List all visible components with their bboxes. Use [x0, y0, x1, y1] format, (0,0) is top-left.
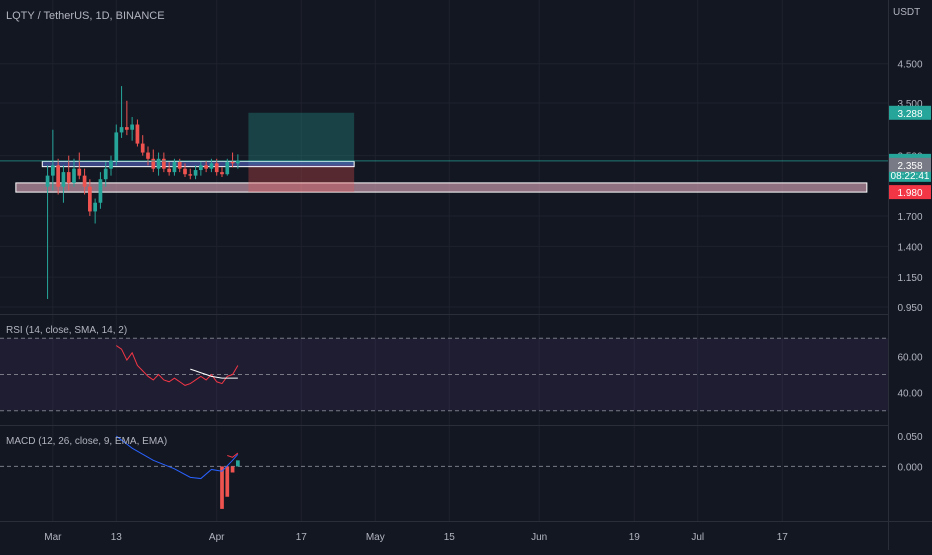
time-tick-label: 17	[296, 532, 308, 543]
time-tick-label: 15	[444, 532, 456, 543]
rsi-pane[interactable]: RSI (14, close, SMA, 14, 2)	[0, 325, 888, 412]
candle-body[interactable]	[135, 124, 140, 144]
macd-tick-label: 0.000	[897, 462, 922, 473]
candle-body[interactable]	[199, 165, 203, 171]
price-pane[interactable]: LQTY / TetherUS, 1D, BINANCE	[0, 0, 888, 521]
time-tick-label: Jul	[691, 532, 704, 543]
macd-lines	[115, 435, 239, 480]
macd-tick-label: 0.050	[897, 432, 922, 443]
price-tick-label: 1.400	[897, 242, 922, 253]
price-label-box	[889, 157, 931, 172]
macd-hist-bar	[220, 466, 224, 509]
price-tick-label: 1.700	[897, 212, 922, 223]
rsi-ma-line	[190, 368, 238, 379]
price-scale[interactable]: USDT 4.5003.5002.5001.7001.4001.1500.950…	[888, 0, 932, 550]
rsi-lines	[116, 345, 239, 386]
time-tick-label: Apr	[209, 532, 225, 543]
price-label: 3.288	[897, 109, 922, 120]
price-label: 1.980	[897, 188, 922, 199]
candle-body[interactable]	[230, 162, 235, 164]
candle-body[interactable]	[204, 165, 208, 169]
candle-body[interactable]	[66, 172, 71, 183]
candle-body[interactable]	[156, 158, 161, 169]
candle-body[interactable]	[140, 143, 145, 153]
macd-hist-bar	[225, 466, 230, 497]
rsi-title: RSI (14, close, SMA, 14, 2)	[6, 325, 127, 336]
time-ticks: Mar 13 Apr 17 May 15 Jun 19 Jul 17	[44, 532, 788, 543]
price-tick-label: 1.150	[897, 273, 922, 284]
resistance-box	[41, 160, 355, 168]
candle-body[interactable]	[82, 175, 87, 187]
time-tick-label: Mar	[44, 532, 62, 543]
candle-body[interactable]	[209, 163, 214, 169]
price-label-box	[889, 105, 931, 120]
time-tick-label: May	[366, 532, 385, 543]
rsi-tick-label: 40.00	[897, 389, 922, 400]
candle-body[interactable]	[45, 175, 50, 187]
position-stop-area	[248, 164, 355, 193]
time-tick-label: 17	[777, 532, 789, 543]
candle-body[interactable]	[167, 168, 171, 173]
price-label: 08:22:41	[891, 171, 930, 182]
candle-body[interactable]	[188, 174, 193, 176]
price-label-box	[889, 185, 931, 200]
candle-body[interactable]	[72, 168, 76, 183]
rsi-band	[0, 337, 888, 412]
price-tick-label: 0.950	[897, 303, 922, 314]
candle-body[interactable]	[183, 168, 187, 175]
macd-histogram	[220, 460, 240, 509]
candle-body[interactable]	[130, 124, 134, 130]
candle-body[interactable]	[214, 163, 219, 173]
macd-signal-line	[227, 452, 239, 458]
macd-hist-bar	[230, 466, 235, 473]
candle-body[interactable]	[193, 170, 198, 176]
price-tick-label: 4.500	[897, 60, 922, 71]
candle-body[interactable]	[114, 132, 119, 161]
price-tick-label: 3.500	[897, 99, 922, 110]
candle-body[interactable]	[172, 162, 177, 173]
candle-body[interactable]	[98, 179, 103, 203]
rsi-line	[116, 345, 239, 386]
candle-body[interactable]	[88, 186, 92, 212]
price-grid	[0, 0, 888, 521]
candle-body[interactable]	[77, 168, 82, 176]
symbol-title: LQTY / TetherUS, 1D, BINANCE	[6, 10, 165, 22]
macd-line	[115, 435, 239, 480]
macd-ticks: 0.050 0.000	[897, 432, 922, 473]
candle-body[interactable]	[103, 168, 108, 180]
candle-body[interactable]	[220, 172, 224, 175]
time-tick-label: Jun	[531, 532, 547, 543]
candles[interactable]	[45, 86, 240, 299]
time-tick-label: 19	[629, 532, 641, 543]
time-axis[interactable]: Mar 13 Apr 17 May 15 Jun 19 Jul 17	[0, 521, 932, 544]
candle-body[interactable]	[51, 165, 55, 176]
candle-body[interactable]	[109, 160, 113, 169]
candle-body[interactable]	[225, 162, 230, 175]
candle-body[interactable]	[146, 152, 150, 159]
rsi-ticks: 60.00 40.00	[897, 352, 922, 399]
candle-body[interactable]	[162, 158, 166, 169]
candle-body[interactable]	[93, 202, 97, 212]
price-overlays	[15, 112, 868, 193]
candle-body[interactable]	[119, 127, 124, 133]
macd-hist-bar	[236, 460, 240, 467]
candle-body[interactable]	[56, 165, 60, 187]
rsi-tick-label: 60.00	[897, 352, 922, 363]
candle-body[interactable]	[125, 127, 129, 130]
candle-body[interactable]	[236, 160, 240, 164]
price-scale-unit: USDT	[893, 7, 920, 18]
macd-title: MACD (12, 26, close, 9, EMA, EMA)	[6, 436, 167, 447]
candle-body[interactable]	[151, 158, 156, 169]
macd-pane[interactable]: MACD (12, 26, close, 9, EMA, EMA)	[0, 435, 888, 509]
support-zone	[15, 182, 868, 193]
position-target-area	[248, 112, 355, 165]
candle-body[interactable]	[177, 162, 182, 169]
time-tick-label: 13	[111, 532, 123, 543]
candle-body[interactable]	[61, 172, 66, 187]
price-label: 2.358	[897, 161, 922, 172]
